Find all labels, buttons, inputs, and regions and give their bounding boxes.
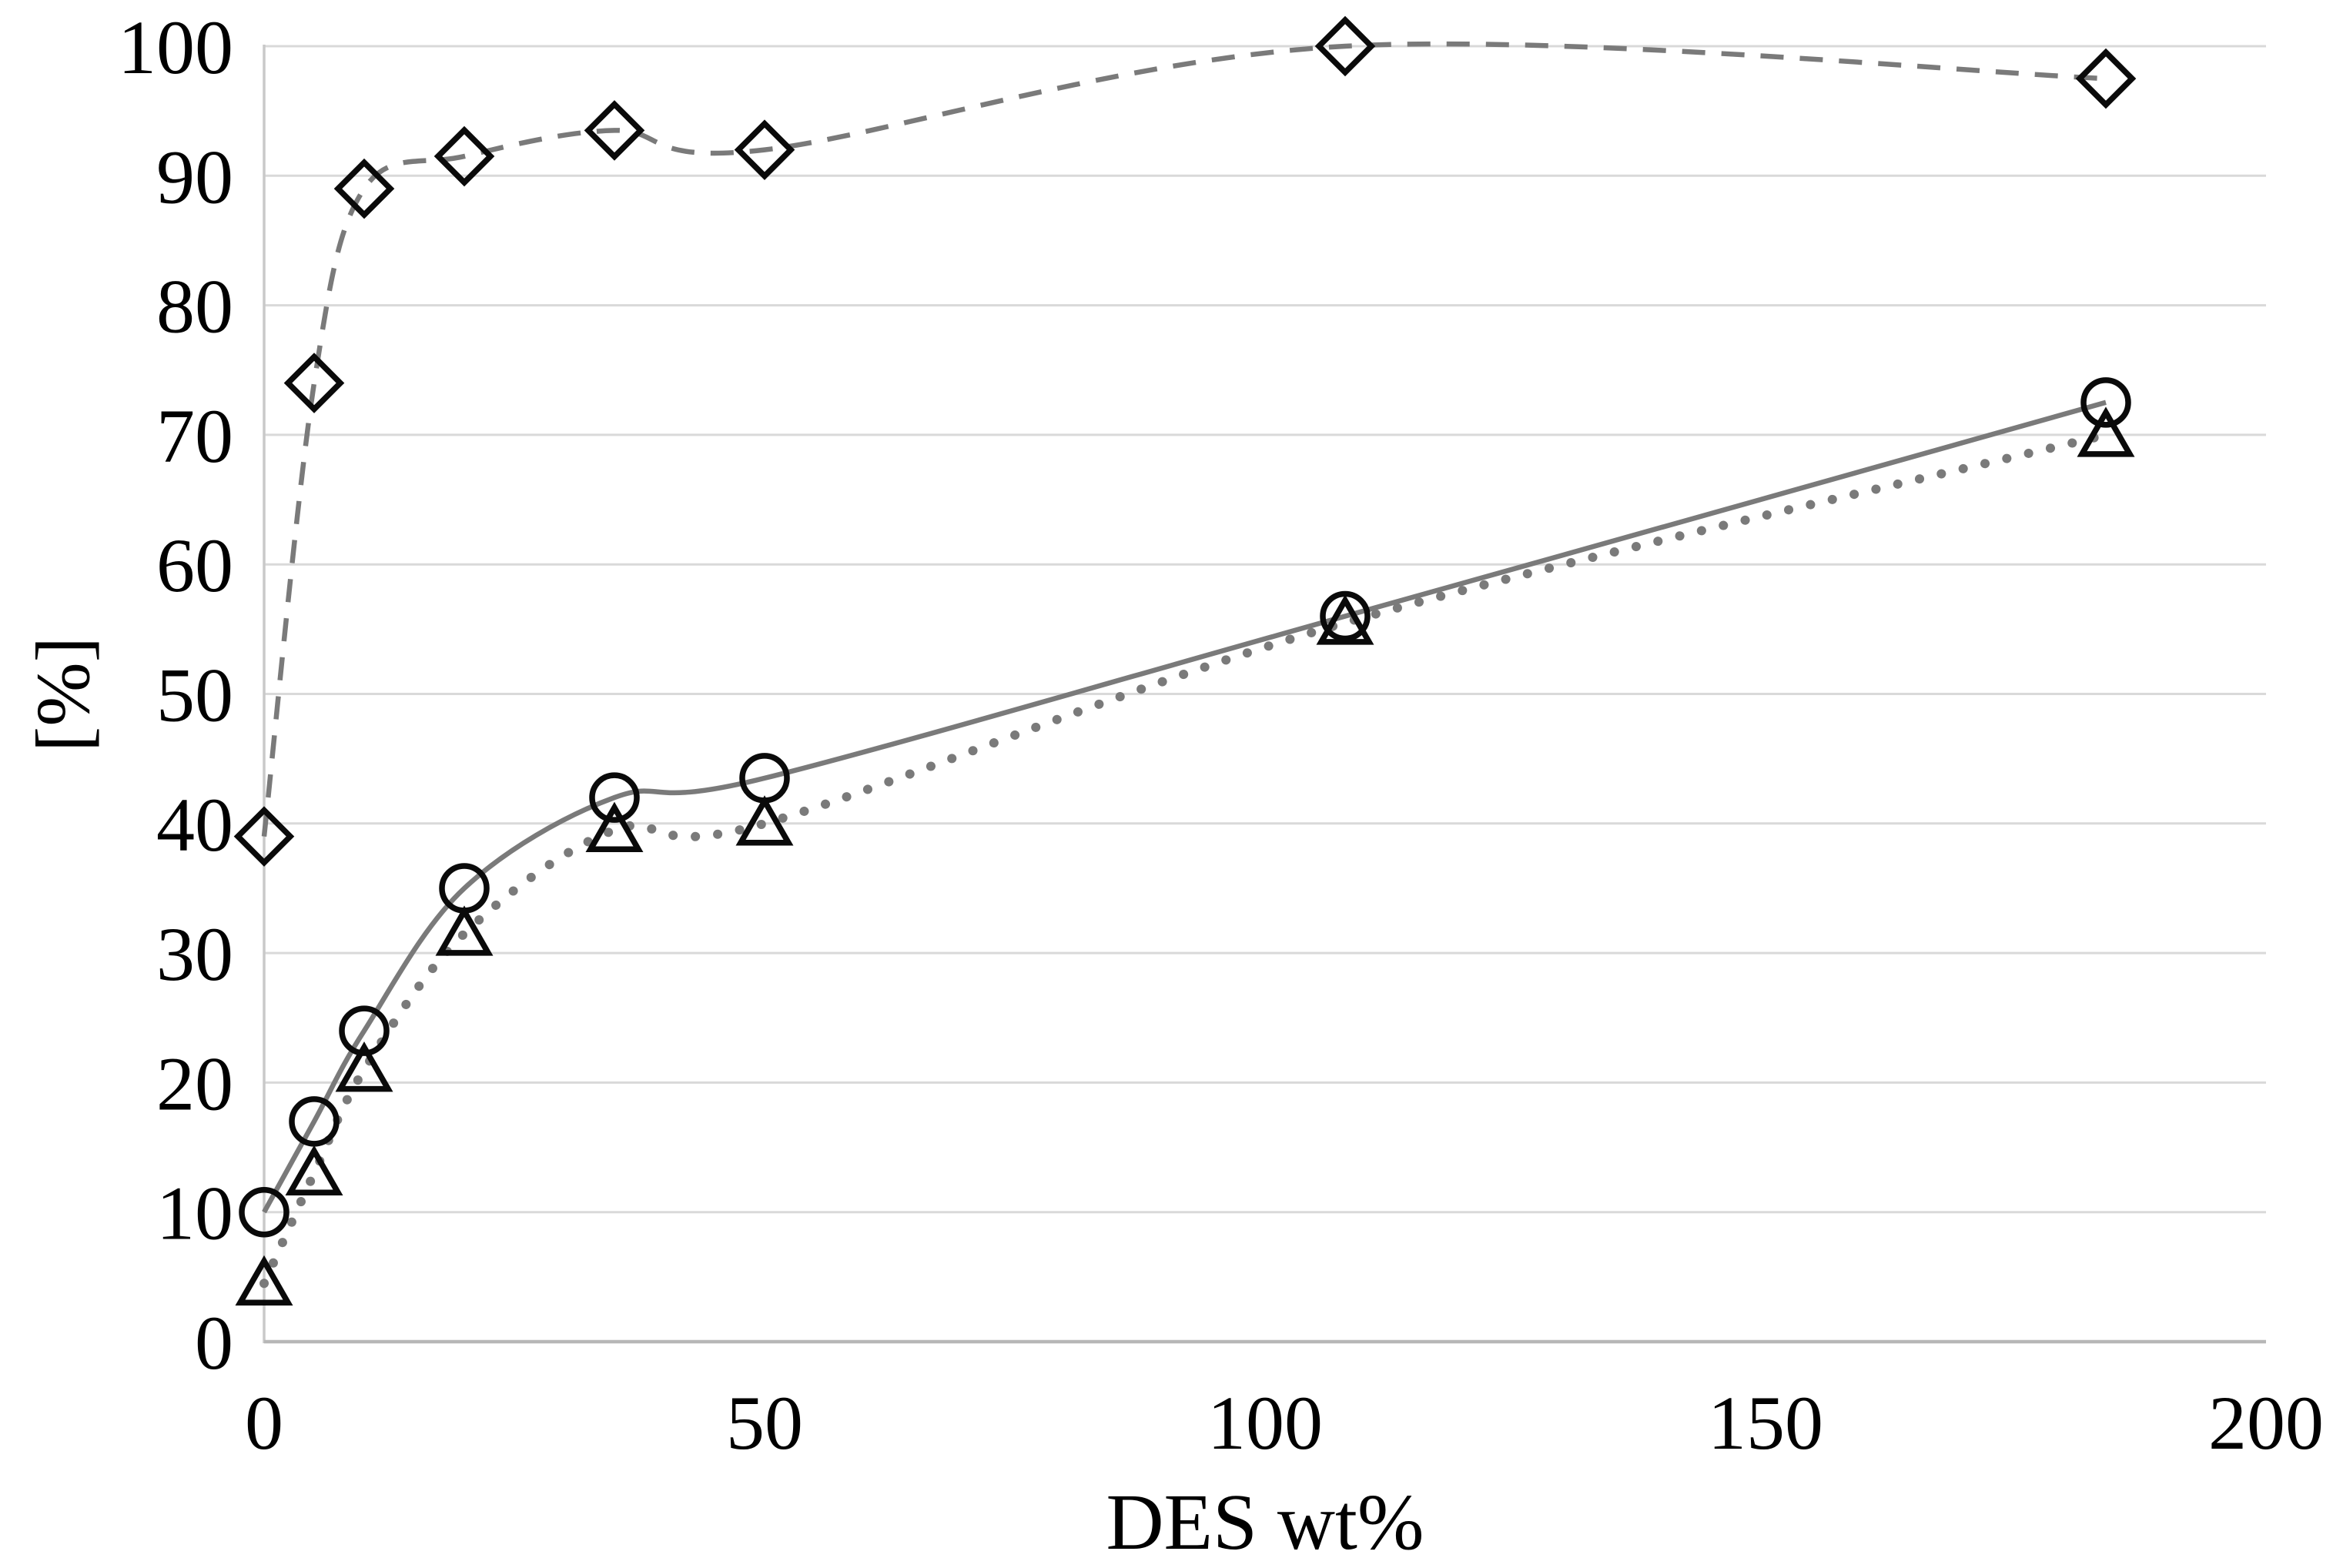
y-tick-label: 50: [156, 653, 233, 738]
y-tick-label: 0: [195, 1300, 233, 1386]
series-line-circle-solid: [262, 400, 2107, 1214]
data-point-circle: [1320, 590, 1371, 642]
y-tick-label: 90: [156, 134, 233, 219]
data-point-triangle: [585, 801, 644, 852]
x-axis-title: DES wt%: [1106, 1478, 1424, 1566]
data-point-diamond: [283, 353, 345, 413]
data-point-diamond: [433, 125, 495, 187]
data-point-circle: [289, 1096, 340, 1147]
x-tick-label: 150: [1708, 1380, 1823, 1466]
x-tick-label: 100: [1207, 1380, 1323, 1466]
data-point-circle: [2080, 377, 2131, 428]
x-tick-label: 200: [2208, 1380, 2324, 1466]
y-tick-label: 20: [156, 1041, 233, 1126]
y-tick-label: 30: [156, 911, 233, 997]
data-point-triangle: [435, 905, 494, 956]
data-point-circle: [589, 772, 640, 823]
data-point-diamond: [233, 806, 295, 867]
series-line-diamond-dashed: [261, 41, 2107, 837]
series-line-triangle-dotted: [259, 430, 2110, 1289]
data-point-triangle: [335, 1041, 393, 1092]
series-markers-group: [233, 15, 2137, 1306]
data-point-circle: [239, 1186, 290, 1238]
x-tick-label: 50: [726, 1380, 803, 1466]
y-tick-label: 60: [156, 523, 233, 608]
data-point-triangle: [1316, 594, 1374, 645]
x-tick-label: 0: [245, 1380, 283, 1466]
series-lines-group: [259, 41, 2110, 1289]
axes-group: [263, 45, 2266, 1344]
y-tick-label: 70: [156, 393, 233, 479]
y-tick-label: 80: [156, 264, 233, 349]
data-point-diamond: [333, 158, 395, 219]
y-tick-label: 40: [156, 782, 233, 868]
data-point-diamond: [734, 119, 795, 180]
gridlines-group: [264, 45, 2266, 1214]
data-point-triangle: [235, 1255, 293, 1306]
data-point-triangle: [735, 795, 794, 846]
data-point-diamond: [1314, 15, 1376, 77]
y-tick-label: 10: [156, 1171, 233, 1256]
data-point-triangle: [2077, 406, 2135, 457]
tick-labels-group: 0 50 100 150 200 0 10 20 30 40 50 60 70 80 90 100: [118, 5, 2324, 1466]
y-axis-title: [%]: [20, 637, 105, 752]
data-point-diamond: [584, 100, 645, 161]
data-point-diamond: [2075, 48, 2137, 109]
data-point-triangle: [285, 1145, 343, 1195]
y-tick-label: 100: [118, 5, 233, 90]
